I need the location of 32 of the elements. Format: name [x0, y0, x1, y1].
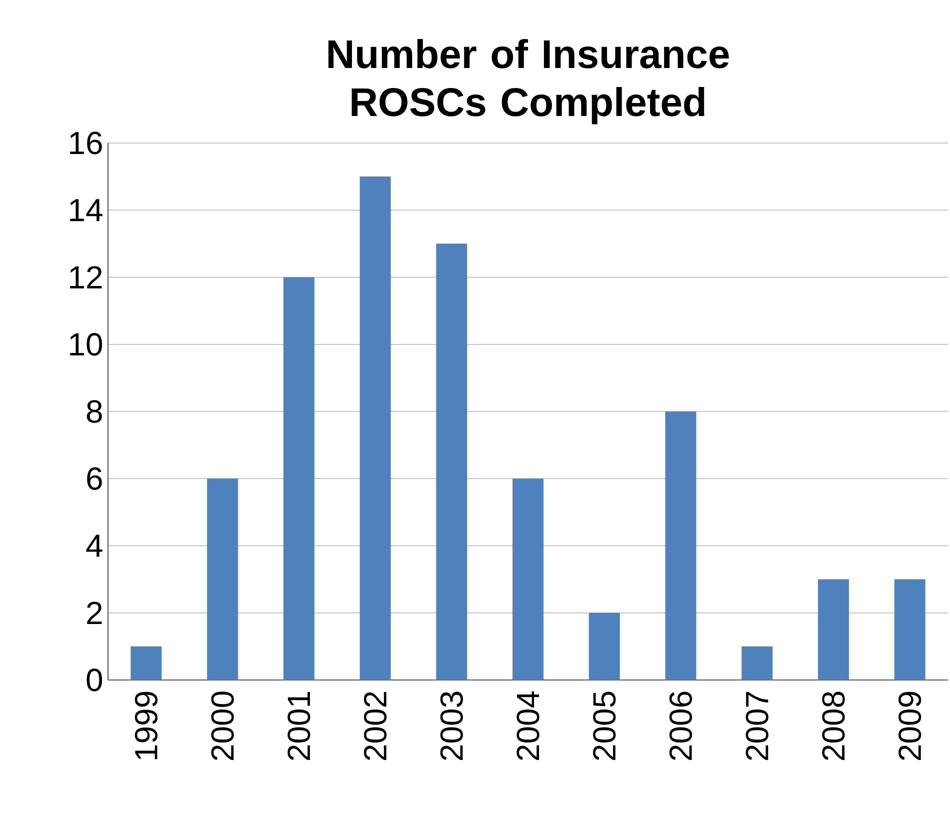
- bar: [742, 646, 773, 680]
- y-tick-label: 8: [86, 400, 102, 423]
- y-tick-label: 4: [86, 534, 102, 557]
- bar: [665, 411, 696, 680]
- x-tick-label: 2000: [211, 692, 234, 760]
- y-tick-label: 12: [70, 266, 102, 288]
- x-tick-label: 2005: [593, 692, 616, 760]
- x-tick-label: 2001: [288, 692, 310, 760]
- x-tick-label: 2008: [822, 692, 845, 760]
- x-tick-label: 2007: [746, 692, 768, 760]
- y-tick-label: 0: [86, 668, 102, 692]
- x-tick-label: 2003: [440, 692, 463, 760]
- bar: [818, 579, 849, 680]
- x-tick-label: 2002: [364, 692, 387, 760]
- bar: [588, 612, 620, 680]
- x-tick-label: 2009: [898, 692, 922, 760]
- y-tick-label: 6: [87, 467, 102, 490]
- bar: [360, 176, 391, 680]
- x-tick-label: 1999: [134, 692, 158, 760]
- bar: [207, 478, 238, 680]
- x-tick-label: 2004: [516, 691, 540, 760]
- x-tick-label: 2006: [669, 692, 692, 760]
- bar: [436, 244, 468, 680]
- y-tick-label: 16: [70, 132, 102, 154]
- y-tick-label: 14: [70, 199, 102, 222]
- bar: [512, 478, 544, 680]
- bar: [894, 579, 926, 680]
- y-tick-label: 2: [87, 602, 102, 624]
- y-tick-label: 10: [70, 333, 102, 356]
- bar: [283, 277, 314, 680]
- bar: [130, 646, 162, 680]
- chart-title: Number of Insurance ROSCs Completed: [328, 38, 729, 124]
